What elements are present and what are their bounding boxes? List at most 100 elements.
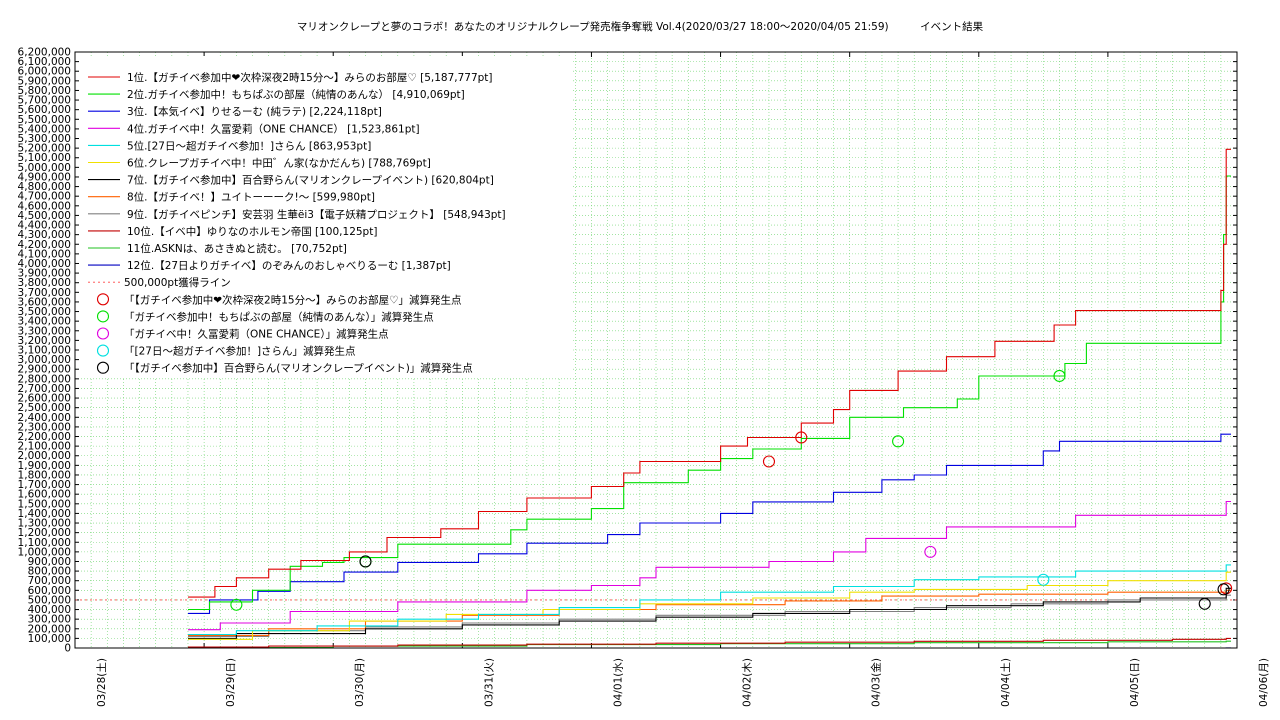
y-tick-label: 100,000 bbox=[28, 633, 71, 645]
legend-label: 8位.【ガチイベ！】ユイトーーーク!〜 [599,980pt] bbox=[127, 191, 375, 204]
series-line bbox=[188, 637, 1231, 648]
y-tick-label: 3,800,000 bbox=[18, 277, 71, 289]
legend-label: 5位.[27日〜超ガチイベ参加！]さらん [863,953pt] bbox=[127, 139, 371, 152]
y-tick-label: 2,900,000 bbox=[18, 364, 71, 376]
y-tick-label: 300,000 bbox=[28, 614, 71, 626]
y-tick-label: 5,400,000 bbox=[18, 123, 71, 135]
y-tick-label: 6,000,000 bbox=[18, 66, 71, 78]
x-tick-label: 03/29(日) bbox=[225, 658, 237, 707]
y-tick-label: 4,500,000 bbox=[18, 210, 71, 222]
legend: 1位.【ガチイベ参加中❤次枠深夜2時15分〜】みらのお部屋♡ [5,187,77… bbox=[79, 56, 573, 378]
y-tick-label: 1,800,000 bbox=[18, 469, 71, 481]
y-tick-label: 3,500,000 bbox=[18, 306, 71, 318]
y-tick-label: 1,700,000 bbox=[18, 479, 71, 491]
marker-point bbox=[892, 435, 905, 448]
y-tick-label: 2,500,000 bbox=[18, 402, 71, 414]
y-tick-label: 1,600,000 bbox=[18, 489, 71, 501]
y-tick-label: 900,000 bbox=[28, 556, 71, 568]
marker-point bbox=[1053, 369, 1066, 383]
y-tick-label: 5,000,000 bbox=[18, 162, 71, 174]
legend-label: 2位.ガチイベ参加中！もちぱぶの部屋（純情のあんな） [4,910,069pt] bbox=[127, 88, 465, 101]
y-tick-label: 1,500,000 bbox=[18, 498, 71, 510]
y-tick-label: 2,400,000 bbox=[18, 412, 71, 424]
y-tick-label: 3,300,000 bbox=[18, 325, 71, 337]
y-tick-label: 3,200,000 bbox=[18, 335, 71, 347]
y-tick-label: 3,400,000 bbox=[18, 316, 71, 328]
legend-label: 「[27日〜超ガチイベ参加！]さらん」減算発生点 bbox=[124, 345, 356, 358]
marker-point bbox=[1198, 597, 1211, 610]
series-line bbox=[188, 500, 1231, 631]
y-tick-label: 2,700,000 bbox=[18, 383, 71, 395]
x-tick-label: 04/04(土) bbox=[999, 658, 1012, 707]
series-line bbox=[188, 589, 1231, 637]
y-tick-label: 6,200,000 bbox=[18, 47, 71, 59]
x-tick-label: 04/02(木) bbox=[742, 658, 754, 707]
marker-point bbox=[795, 431, 808, 444]
y-tick-label: 2,100,000 bbox=[18, 441, 71, 453]
y-tick-label: 4,700,000 bbox=[18, 191, 71, 203]
legend-label: 500,000pt獲得ライン bbox=[124, 276, 231, 289]
y-tick-label: 600,000 bbox=[28, 585, 71, 597]
legend-label: 11位.ASKNは、あさきぬと読む。 [70,752pt] bbox=[127, 242, 347, 255]
y-tick-label: 2,600,000 bbox=[18, 393, 71, 405]
legend-label: 「ガチイベ参加中！もちぱぶの部屋（純情のあんな）」減算発生点 bbox=[124, 310, 434, 323]
marker-point bbox=[1217, 583, 1230, 596]
marker-point bbox=[1037, 573, 1050, 586]
legend-label: 「【ガチイベ参加中❤次枠深夜2時15分〜】みらのお部屋♡」減算発生点 bbox=[124, 293, 462, 306]
y-tick-label: 500,000 bbox=[28, 594, 71, 606]
y-tick-label: 3,600,000 bbox=[18, 296, 71, 308]
y-tick-label: 5,900,000 bbox=[18, 75, 71, 87]
legend-marker bbox=[96, 361, 110, 374]
y-tick-label: 4,000,000 bbox=[18, 258, 71, 270]
y-tick-label: 0 bbox=[64, 643, 71, 655]
y-tick-label: 5,500,000 bbox=[18, 114, 71, 126]
x-tick-label: 04/06(月) bbox=[1258, 658, 1270, 707]
x-tick-label: 03/30(月) bbox=[354, 658, 366, 707]
marker-point bbox=[230, 598, 243, 611]
y-tick-label: 4,100,000 bbox=[18, 248, 71, 260]
y-tick-label: 2,200,000 bbox=[18, 431, 71, 443]
series-line bbox=[188, 175, 1231, 611]
legend-label: 「【ガチイベ参加中】百合野らん(マリオンクレープイベント)」減算発生点 bbox=[124, 362, 473, 375]
series-line bbox=[188, 564, 1231, 636]
y-tick-label: 1,400,000 bbox=[18, 508, 71, 520]
legend-label: 「ガチイベ中！久冨愛莉（ONE CHANCE）」減算発生点 bbox=[124, 328, 389, 341]
x-tick-label: 04/05(日) bbox=[1129, 658, 1141, 707]
y-tick-label: 1,300,000 bbox=[18, 518, 71, 530]
y-tick-label: 4,600,000 bbox=[18, 200, 71, 212]
y-tick-label: 1,200,000 bbox=[18, 527, 71, 539]
legend-marker bbox=[96, 310, 110, 323]
y-tick-label: 1,000,000 bbox=[18, 546, 71, 558]
y-tick-label: 2,000,000 bbox=[18, 450, 71, 462]
legend-marker bbox=[96, 344, 110, 357]
y-tick-label: 1,100,000 bbox=[18, 537, 71, 549]
y-tick-label: 3,100,000 bbox=[18, 345, 71, 357]
y-tick-label: 3,900,000 bbox=[18, 268, 71, 280]
y-tick-label: 700,000 bbox=[28, 575, 71, 587]
y-tick-label: 2,800,000 bbox=[18, 373, 71, 385]
y-axis-ticks: 0100,000200,000300,000400,000500,000600,… bbox=[18, 47, 1237, 655]
marker-point bbox=[924, 545, 937, 558]
marker-point bbox=[359, 555, 372, 568]
y-tick-label: 4,300,000 bbox=[18, 229, 71, 241]
y-tick-label: 3,700,000 bbox=[18, 287, 71, 299]
y-tick-label: 800,000 bbox=[28, 566, 71, 578]
series-line bbox=[188, 433, 1231, 614]
y-tick-label: 5,100,000 bbox=[18, 152, 71, 164]
y-tick-label: 4,900,000 bbox=[18, 171, 71, 183]
x-tick-label: 03/31(火) bbox=[483, 658, 495, 707]
y-tick-label: 4,400,000 bbox=[18, 220, 71, 232]
legend-label: 1位.【ガチイベ参加中❤次枠深夜2時15分〜】みらのお部屋♡ [5,187,77… bbox=[127, 71, 493, 84]
marker-point bbox=[762, 455, 776, 468]
y-tick-label: 1,900,000 bbox=[18, 460, 71, 472]
legend-background bbox=[79, 56, 573, 378]
y-tick-label: 200,000 bbox=[28, 623, 71, 635]
legend-label: 12位.【27日よりガチイベ】のぞみんのおしゃべりるーむ [1,387pt] bbox=[127, 259, 451, 272]
y-tick-label: 5,300,000 bbox=[18, 133, 71, 145]
series-line bbox=[188, 587, 1231, 639]
markers-group bbox=[230, 369, 1233, 611]
legend-label: 10位.【イベ中】ゆりなのホルモン帝国 [100,125pt] bbox=[127, 225, 377, 238]
y-tick-label: 4,200,000 bbox=[18, 239, 71, 251]
x-tick-label: 04/01(水) bbox=[612, 658, 624, 707]
legend-label: 4位.ガチイベ中！久冨愛莉（ONE CHANCE） [1,523,861pt] bbox=[127, 122, 420, 135]
